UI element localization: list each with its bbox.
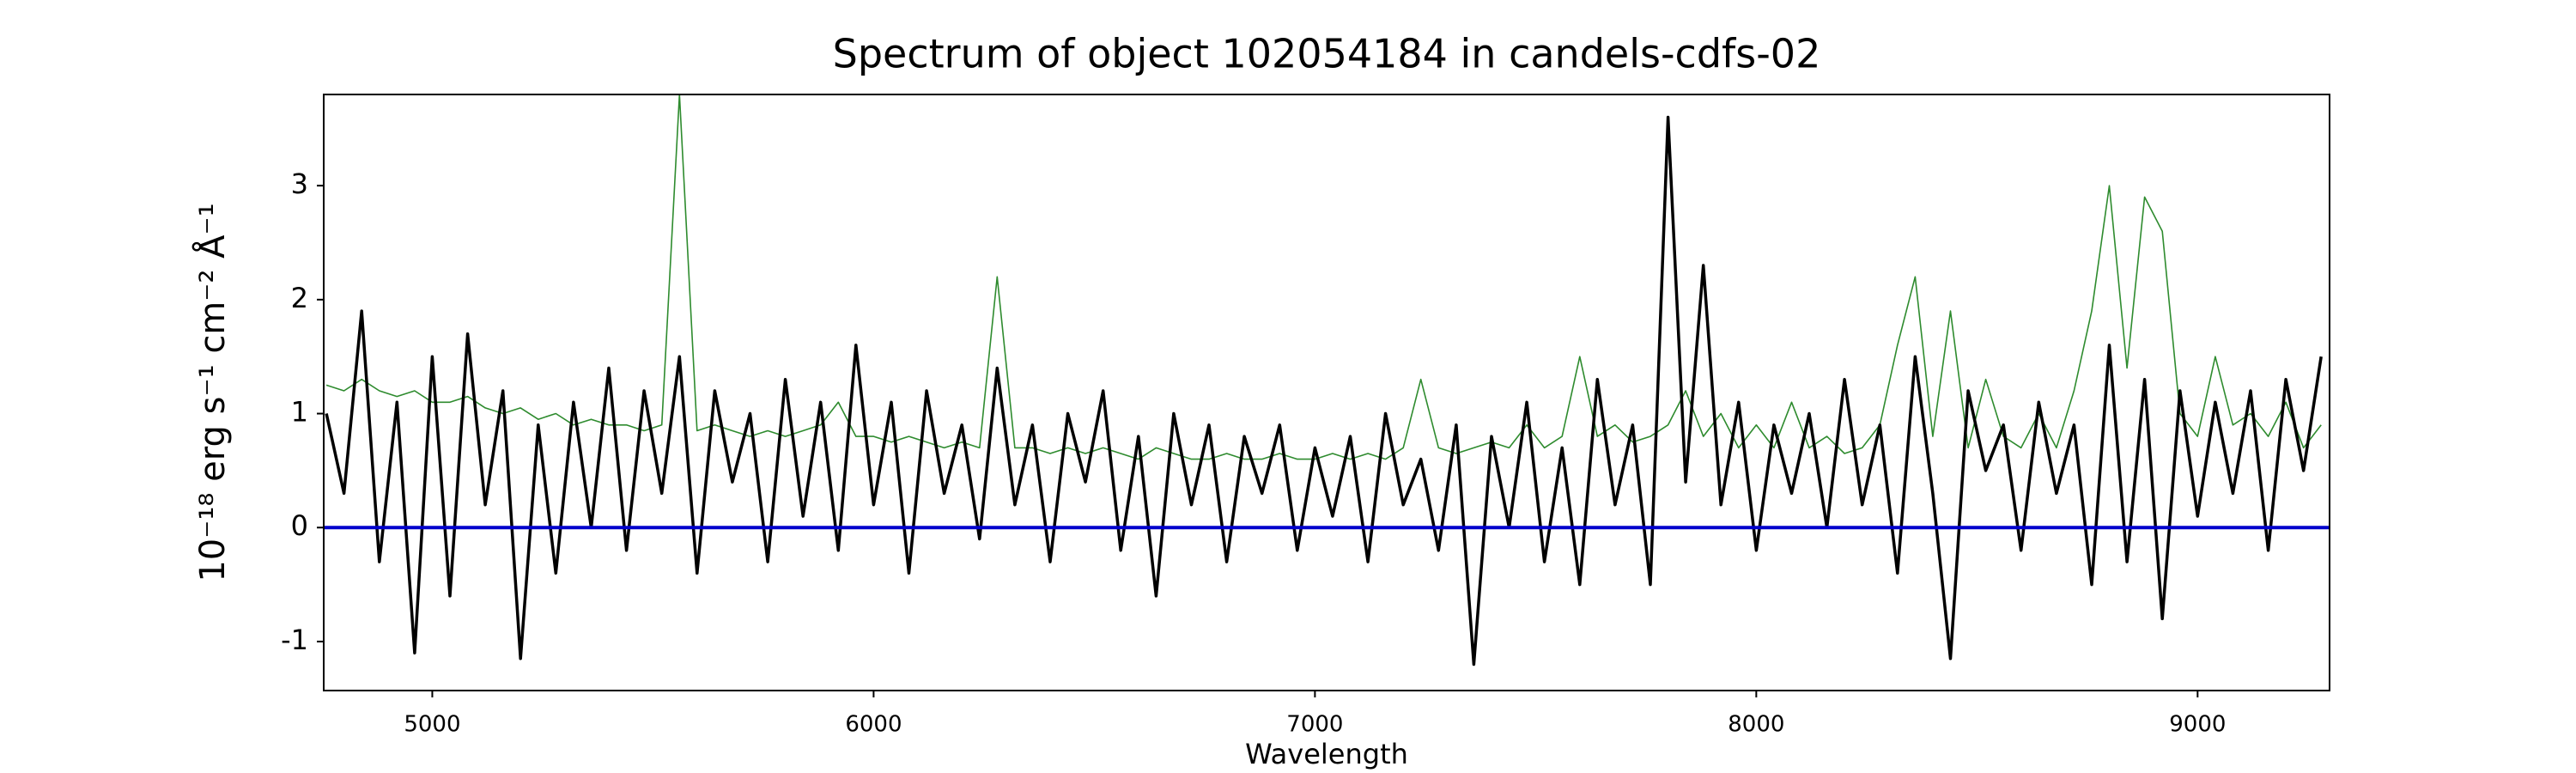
y-tick-label: 1 [291, 396, 308, 429]
y-tick-label: 0 [291, 509, 308, 542]
spectrum-line [325, 94, 2322, 460]
x-tick-label: 5000 [404, 712, 460, 738]
x-tick-label: 8000 [1728, 712, 1784, 738]
x-tick-label: 6000 [845, 712, 902, 738]
spectrum-line [325, 115, 2323, 666]
y-axis-label: 10⁻¹⁸ erg s⁻¹ cm⁻² Å⁻¹ [191, 203, 233, 581]
x-tick-label: 7000 [1286, 712, 1343, 738]
y-tick-label: -1 [281, 624, 308, 656]
x-tick-label: 9000 [2169, 712, 2226, 738]
x-axis-label: Wavelength [1245, 738, 1408, 770]
plot-frame [323, 94, 2330, 691]
y-tick-label: 2 [291, 282, 308, 314]
chart-title: Spectrum of object 102054184 in candels-… [833, 31, 1821, 77]
y-tick-label: 3 [291, 167, 308, 200]
